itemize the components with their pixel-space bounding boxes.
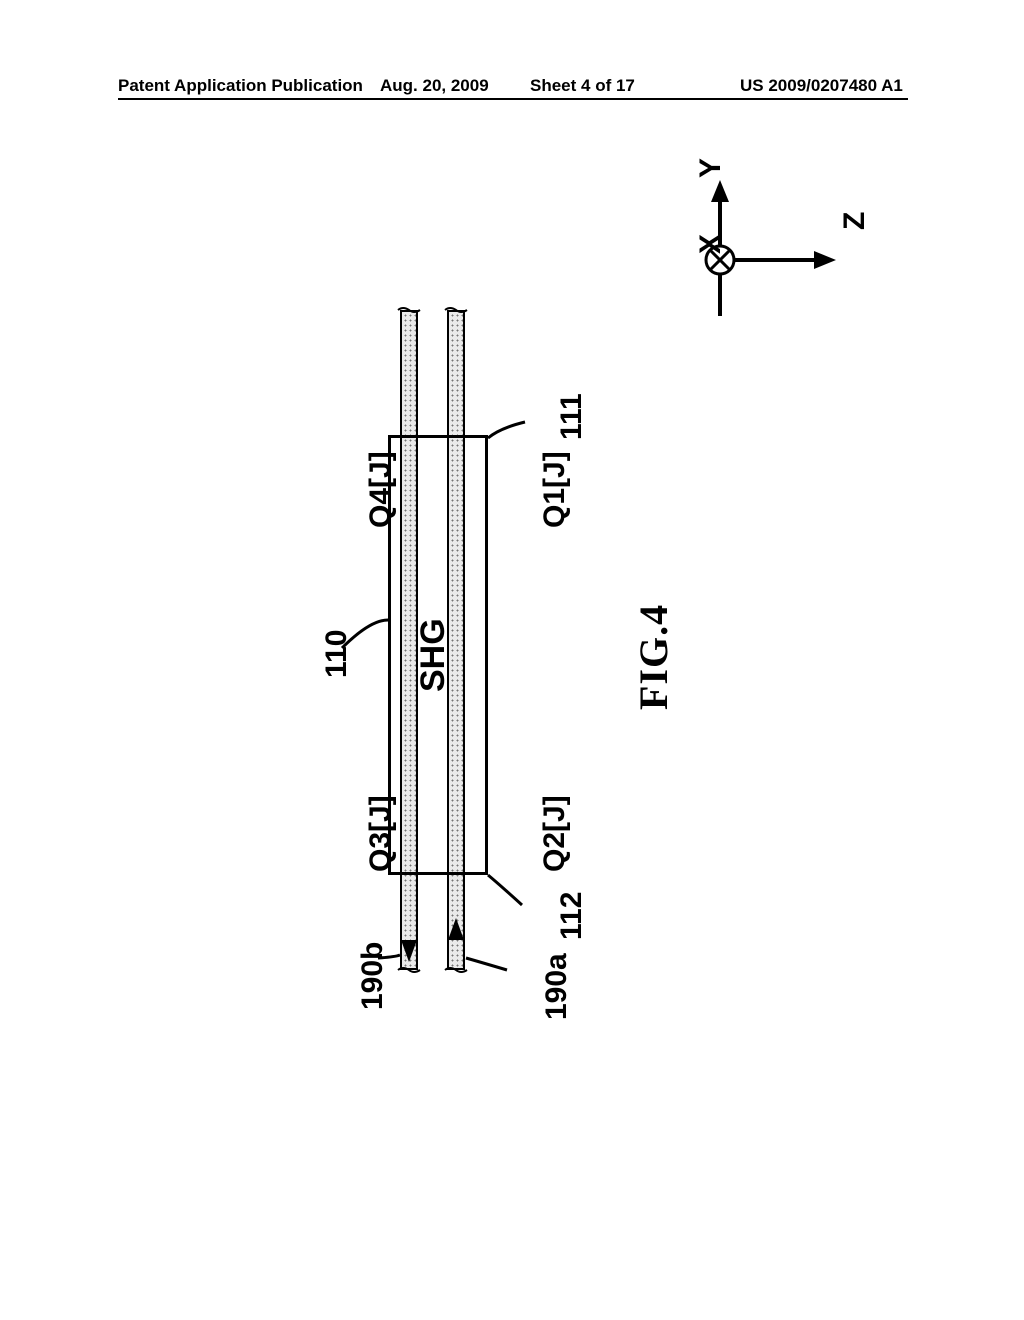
figure-label: FIG.4 xyxy=(630,604,677,710)
lead-190a xyxy=(0,0,1024,1320)
